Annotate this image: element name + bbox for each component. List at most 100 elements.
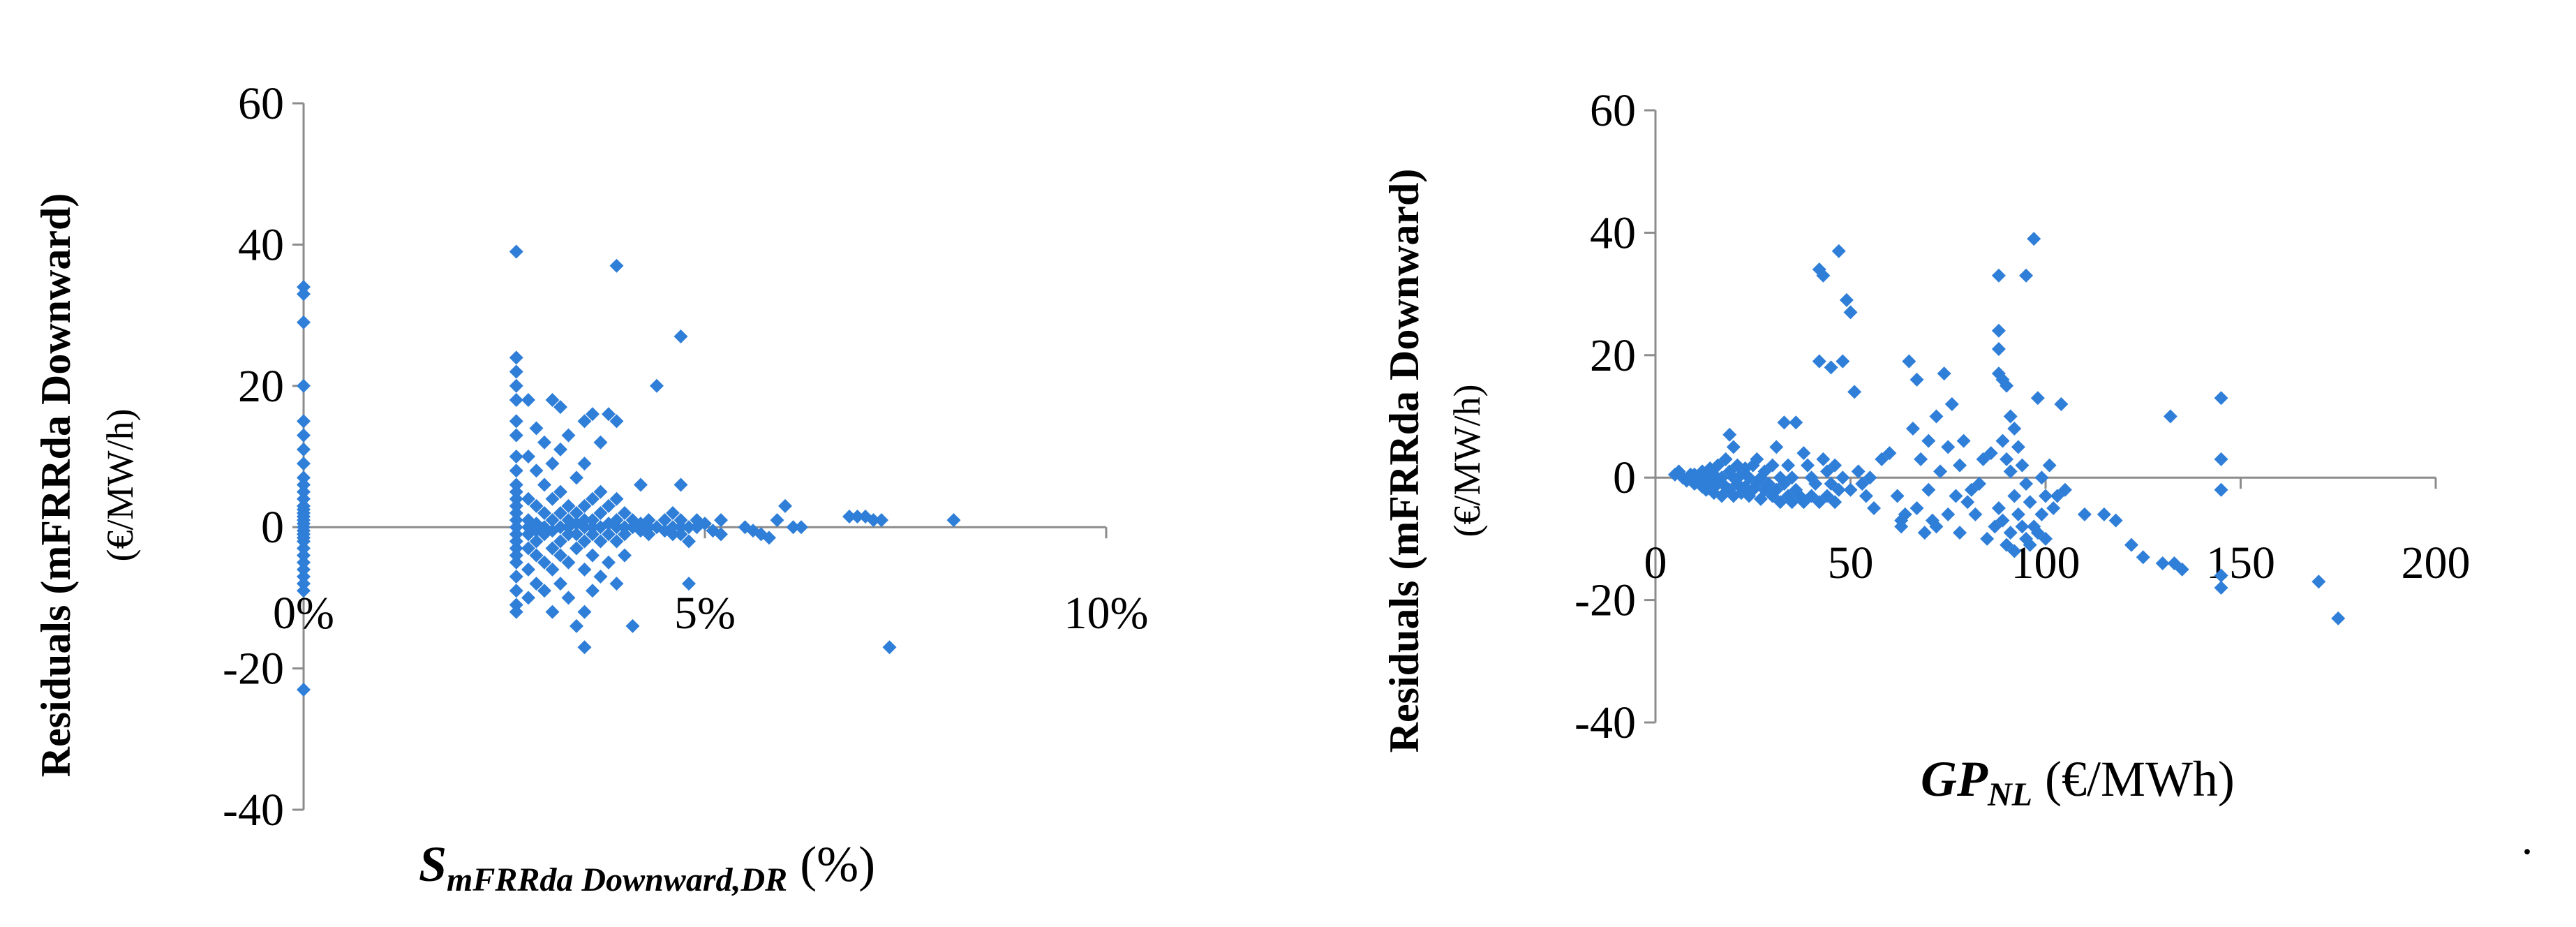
data-point [509, 244, 523, 259]
data-point [609, 534, 624, 549]
data-point [2015, 519, 2030, 534]
data-point [618, 520, 632, 535]
data-point [778, 498, 792, 513]
x-axis-title-unit: (€/MWh) [2032, 751, 2235, 807]
data-point [1831, 482, 1846, 497]
data-point [577, 605, 592, 619]
y-tick-label: 60 [238, 78, 284, 129]
data-point [1909, 501, 1924, 516]
data-point [577, 640, 592, 655]
data-point [509, 364, 523, 379]
data-point [673, 513, 688, 528]
data-point [1750, 452, 1764, 466]
data-point [1777, 415, 1792, 430]
data-point [1991, 268, 2006, 283]
data-point [297, 562, 311, 577]
data-point [1968, 507, 1983, 521]
data-point [2046, 501, 2061, 516]
data-point [1991, 323, 2006, 338]
data-point [297, 414, 311, 429]
data-point [1726, 440, 1741, 454]
data-point [1796, 446, 1811, 461]
data-point [509, 484, 523, 499]
data-point [618, 527, 632, 542]
data-point [1960, 495, 1975, 510]
y-axis-ticks: 60 40 20 0 -20 -40 [223, 78, 304, 836]
y-axis-unit: (€/MW/h) [1446, 385, 1488, 537]
data-point [593, 435, 608, 450]
data-point [297, 577, 311, 591]
data-point [2039, 489, 2053, 503]
data-point [1836, 470, 1850, 485]
data-point [2003, 464, 2018, 479]
data-point [1929, 409, 1944, 424]
x-axis-title: GPNL (€/MWh) [1921, 751, 2235, 813]
data-point [537, 555, 551, 570]
data-point [657, 513, 672, 528]
data-point [2034, 507, 2049, 521]
data-point [2331, 611, 2346, 625]
x-axis-title-subscript: mFRRda Downward,DR [447, 861, 787, 898]
y-tick-label: 40 [1590, 207, 1636, 258]
data-point [682, 577, 696, 591]
data-point [593, 484, 608, 499]
data-point [1902, 354, 1916, 369]
data-point [609, 513, 624, 528]
data-point [714, 527, 728, 542]
data-point [509, 605, 523, 619]
data-point [297, 484, 311, 499]
data-point [509, 527, 523, 542]
data-point [509, 555, 523, 570]
data-point [509, 584, 523, 598]
data-point [577, 513, 592, 528]
data-point [297, 570, 311, 584]
data-point [666, 527, 680, 542]
data-point [529, 534, 544, 549]
data-point [1785, 470, 1799, 485]
data-point [537, 435, 551, 450]
data-point [509, 598, 523, 612]
data-point [1831, 244, 1846, 258]
x-axis-title-main: GP [1921, 751, 1988, 807]
data-point [593, 570, 608, 584]
data-point [509, 548, 523, 563]
y-tick-label: 40 [238, 219, 284, 270]
data-point [545, 491, 560, 506]
data-point [2007, 489, 2022, 503]
data-point [1801, 458, 1815, 473]
data-point [1816, 452, 1831, 466]
data-point [593, 534, 608, 549]
data-point [2027, 232, 2041, 246]
y-tick-label: 0 [1613, 452, 1636, 503]
data-point [1859, 489, 1873, 503]
x-axis-ticks: 0% 5% 10% [273, 527, 1148, 639]
data-point [1882, 446, 1897, 461]
data-point [786, 520, 801, 535]
data-point [586, 491, 600, 506]
data-point [2214, 482, 2228, 497]
data-point [1921, 433, 1936, 448]
data-point [509, 491, 523, 506]
data-point [1983, 446, 1998, 461]
data-point [1863, 470, 1877, 485]
data-point [509, 477, 523, 492]
data-point [794, 520, 808, 535]
data-point [2023, 495, 2037, 510]
data-point [553, 520, 567, 535]
data-point [537, 505, 551, 520]
data-point [577, 414, 592, 429]
data-point [545, 393, 560, 408]
data-point [297, 378, 311, 393]
data-point [2214, 452, 2228, 466]
data-point [673, 520, 688, 535]
data-point [714, 513, 728, 528]
data-points [297, 244, 961, 697]
data-point [2163, 409, 2177, 424]
data-point [509, 570, 523, 584]
data-point [509, 414, 523, 429]
data-point [529, 421, 544, 436]
data-point [1949, 489, 1963, 503]
data-point [2214, 568, 2228, 583]
